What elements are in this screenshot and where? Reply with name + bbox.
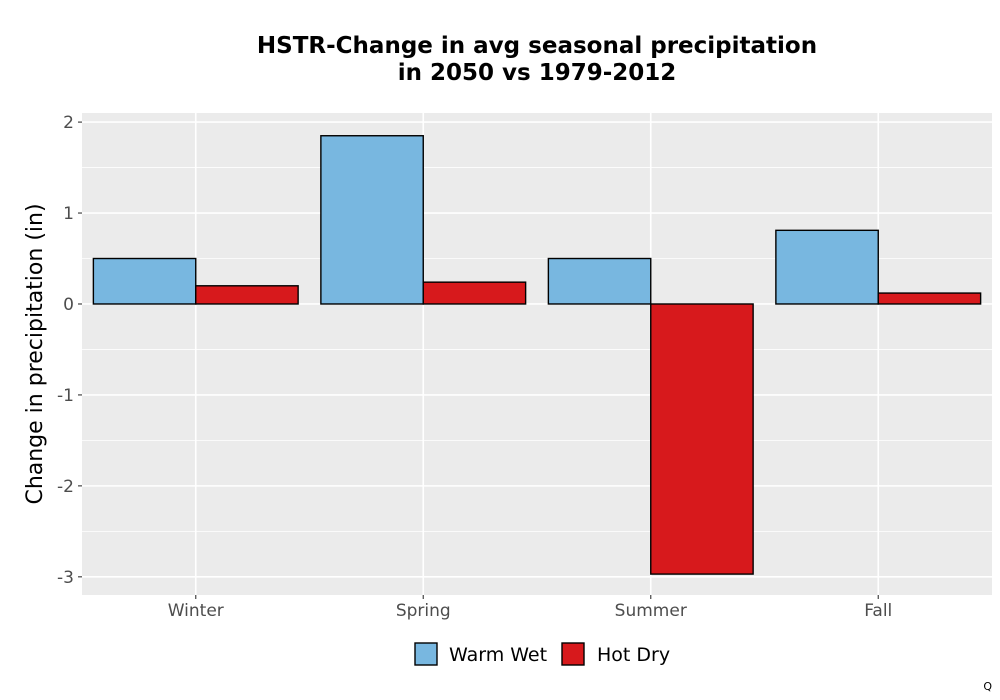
legend-label-hot-dry: Hot Dry	[597, 644, 670, 666]
bar-warm-wet-spring	[320, 135, 424, 305]
chart-title: HSTR-Change in avg seasonal precipitatio…	[256, 33, 818, 59]
plot-panel	[82, 113, 992, 595]
y-tick-label: -3	[57, 568, 74, 588]
y-tick-label: -2	[57, 477, 74, 497]
legend-label-warm-wet: Warm Wet	[449, 644, 547, 666]
corner-mark: Q	[983, 680, 992, 693]
bar-hot-dry-summer	[650, 303, 754, 575]
bar-warm-wet-winter	[92, 257, 197, 305]
y-tick-label: 2	[63, 113, 74, 133]
chart-title-line-2: in 2050 vs 1979-2012	[397, 60, 677, 86]
y-axis-label: Change in precipitation (in)	[23, 203, 48, 504]
x-tick-label: Fall	[864, 601, 892, 621]
bar-hot-dry-spring	[422, 281, 527, 305]
y-tick-label: 0	[63, 295, 74, 315]
bar-hot-dry-winter	[195, 285, 299, 305]
y-tick-label: -1	[57, 386, 74, 406]
bar-warm-wet-summer	[547, 257, 652, 305]
bar-hot-dry-fall	[877, 292, 982, 305]
x-tick-label: Spring	[396, 601, 451, 621]
y-tick-label: 1	[63, 204, 74, 224]
legend-swatch-hot-dry	[561, 642, 585, 666]
x-tick-label: Summer	[615, 601, 687, 621]
legend-swatch-warm-wet	[414, 642, 438, 666]
bar-warm-wet-fall	[775, 229, 879, 305]
x-tick-label: Winter	[168, 601, 224, 621]
